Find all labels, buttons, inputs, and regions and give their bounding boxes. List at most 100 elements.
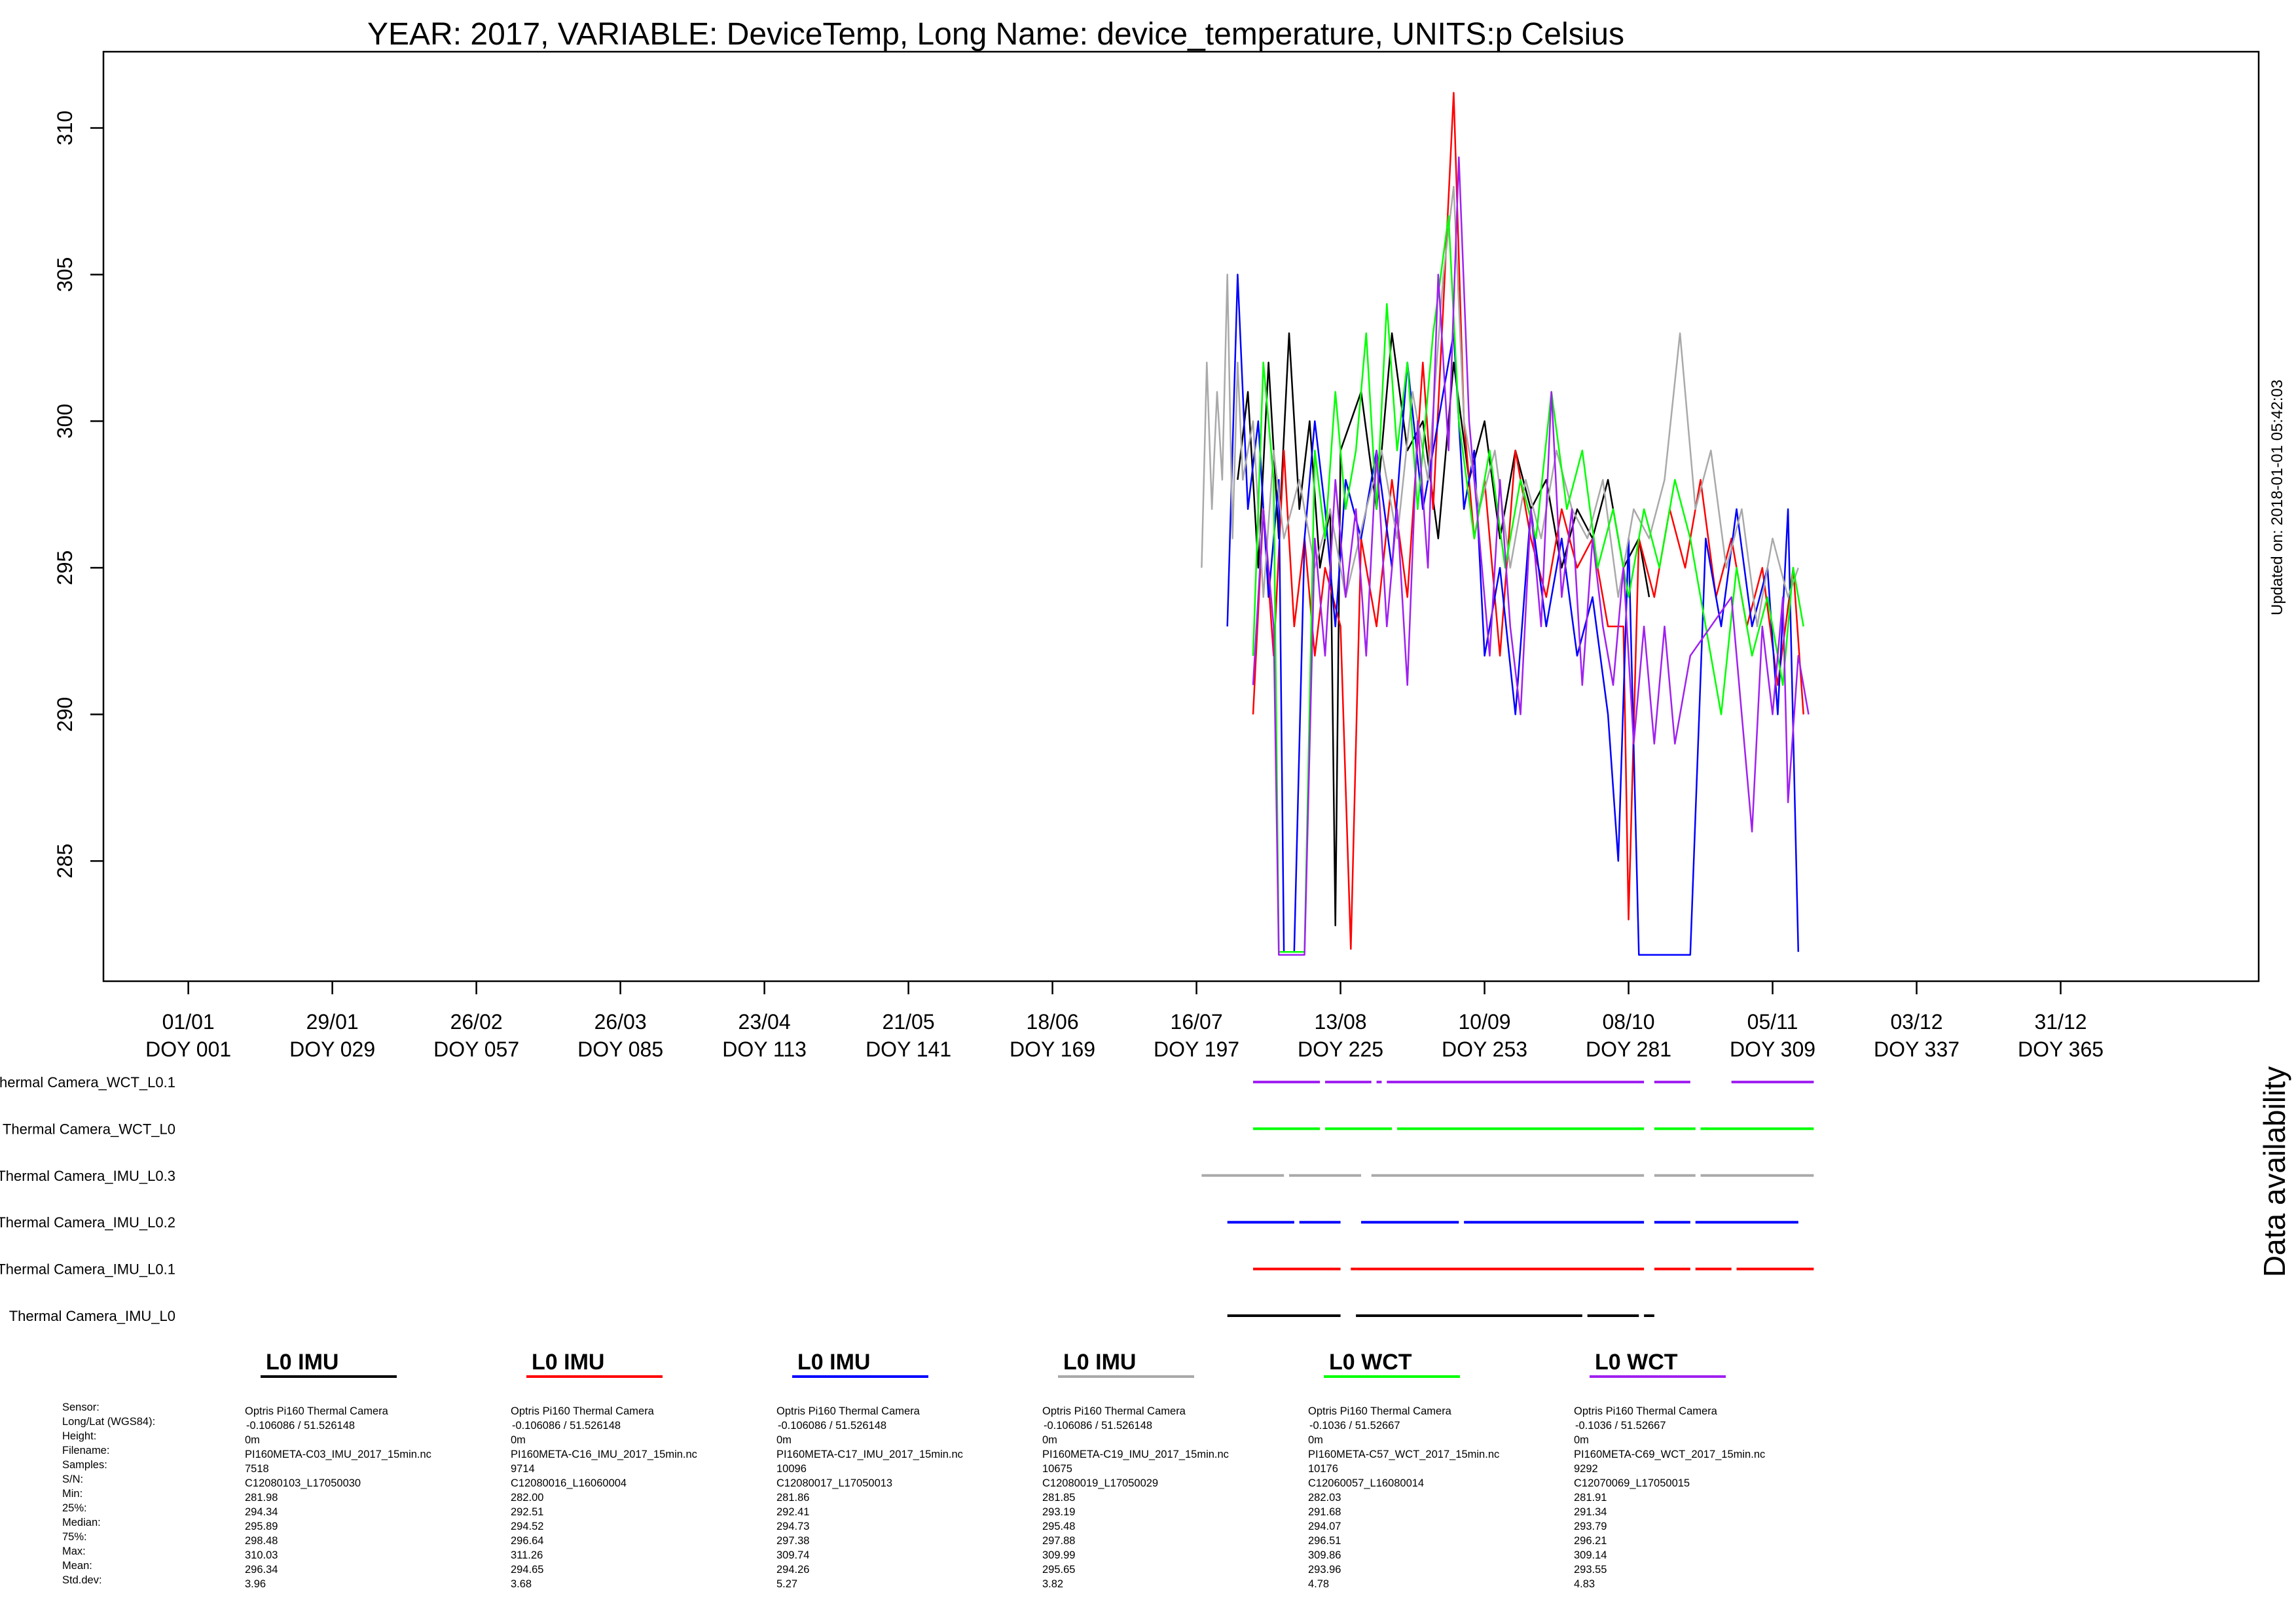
- stat-mean: 294.26: [776, 1564, 809, 1576]
- x-tick-doy: DOY 001: [145, 1038, 231, 1061]
- stat-sensor: Optris Pi160 Thermal Camera: [511, 1405, 655, 1417]
- stat-label-sn: S/N:: [62, 1473, 83, 1485]
- stat-max: 309.74: [776, 1549, 809, 1561]
- stat-height: 0m: [776, 1434, 792, 1446]
- chart-title: YEAR: 2017, VARIABLE: DeviceTemp, Long N…: [367, 17, 1624, 52]
- x-tick-date: 05/11: [1747, 1010, 1798, 1034]
- stat-label-long_lat: Long/Lat (WGS84):: [62, 1416, 155, 1428]
- stat-median: 293.79: [1574, 1521, 1607, 1532]
- stat-filename: PI160META-C57_WCT_2017_15min.nc: [1308, 1449, 1499, 1460]
- stat-height: 0m: [1308, 1434, 1323, 1446]
- series-line-1: [1252, 92, 1804, 950]
- stat-long_lat: -0.106086 / 51.526148: [1044, 1420, 1152, 1432]
- stat-mean: 295.65: [1042, 1564, 1075, 1576]
- stat-label-q25: 25%:: [62, 1502, 87, 1514]
- stat-sensor: Optris Pi160 Thermal Camera: [1308, 1405, 1452, 1417]
- x-tick-date: 18/06: [1027, 1010, 1079, 1034]
- stat-label-stddev: Std.dev:: [62, 1574, 102, 1586]
- stat-max: 309.99: [1042, 1549, 1075, 1561]
- stat-max: 310.03: [245, 1549, 278, 1561]
- legend-label-3: L0 IMU: [1063, 1350, 1136, 1375]
- stat-median: 294.52: [511, 1521, 543, 1532]
- x-tick-doy: DOY 029: [289, 1038, 375, 1061]
- stat-q75: 296.51: [1308, 1535, 1341, 1547]
- stat-mean: 296.34: [245, 1564, 278, 1576]
- stat-samples: 10675: [1042, 1463, 1072, 1475]
- x-tick-doy: DOY 197: [1154, 1038, 1239, 1061]
- stat-label-mean: Mean:: [62, 1560, 92, 1572]
- x-tick-date: 21/05: [883, 1010, 935, 1034]
- x-tick-doy: DOY 169: [1010, 1038, 1095, 1061]
- stat-long_lat: -0.106086 / 51.526148: [778, 1420, 886, 1432]
- stat-stddev: 3.96: [245, 1578, 266, 1590]
- stat-sn: C12080016_L16060004: [511, 1477, 627, 1489]
- legend-label-2: L0 IMU: [797, 1350, 870, 1375]
- stat-label-sensor: Sensor:: [62, 1401, 100, 1413]
- stat-label-min: Min:: [62, 1488, 82, 1500]
- stat-stddev: 3.82: [1042, 1578, 1063, 1590]
- stat-sn: C12080019_L17050029: [1042, 1477, 1158, 1489]
- stat-samples: 10096: [776, 1463, 807, 1475]
- x-tick-doy: DOY 281: [1586, 1038, 1671, 1061]
- series-line-4: [1252, 215, 1804, 953]
- stat-mean: 294.65: [511, 1564, 543, 1576]
- y-tick-label: 310: [53, 111, 77, 145]
- stat-sensor: Optris Pi160 Thermal Camera: [245, 1405, 389, 1417]
- stat-label-filename: Filename:: [62, 1445, 109, 1456]
- y-tick-label: 290: [53, 697, 77, 732]
- stat-sn: C12070069_L17050015: [1574, 1477, 1690, 1489]
- axis-layer: 285 290 295 300 305 310 01/01 DOY 001 29/01 DOY 0…: [53, 111, 2104, 1061]
- stat-max: 311.26: [511, 1549, 543, 1561]
- stat-filename: PI160META-C19_IMU_2017_15min.nc: [1042, 1449, 1229, 1460]
- x-tick-date: 16/07: [1171, 1010, 1223, 1034]
- stat-long_lat: -0.1036 / 51.52667: [1575, 1420, 1666, 1432]
- stat-samples: 10176: [1308, 1463, 1338, 1475]
- stat-median: 294.73: [776, 1521, 809, 1532]
- stat-min: 281.91: [1574, 1492, 1607, 1504]
- plot-frame: [102, 50, 2260, 983]
- x-tick-date: 08/10: [1603, 1010, 1655, 1034]
- x-tick-date: 10/09: [1459, 1010, 1511, 1034]
- y-tick-label: 305: [53, 257, 77, 292]
- stat-min: 282.03: [1308, 1492, 1341, 1504]
- x-tick-date: 26/02: [450, 1010, 503, 1034]
- stat-min: 282.00: [511, 1492, 543, 1504]
- stat-q25: 291.68: [1308, 1506, 1341, 1518]
- availability-row-label: Thermal Camera_IMU_L0.3: [0, 1168, 175, 1184]
- series-line-3: [1201, 185, 1799, 628]
- stat-long_lat: -0.106086 / 51.526148: [512, 1420, 621, 1432]
- stat-min: 281.98: [245, 1492, 278, 1504]
- stat-samples: 9292: [1574, 1463, 1598, 1475]
- x-tick-date: 29/01: [306, 1010, 359, 1034]
- stat-stddev: 4.83: [1574, 1578, 1595, 1590]
- stat-label-q75: 75%:: [62, 1531, 87, 1543]
- stat-q25: 292.41: [776, 1506, 809, 1518]
- legend-label-5: L0 WCT: [1595, 1350, 1678, 1375]
- stat-filename: PI160META-C16_IMU_2017_15min.nc: [511, 1449, 697, 1460]
- stat-median: 295.89: [245, 1521, 278, 1532]
- stat-long_lat: -0.1036 / 51.52667: [1309, 1420, 1400, 1432]
- series-line-5: [1252, 156, 1810, 956]
- x-tick-doy: DOY 113: [722, 1038, 807, 1061]
- stat-min: 281.85: [1042, 1492, 1075, 1504]
- stat-filename: PI160META-C17_IMU_2017_15min.nc: [776, 1449, 963, 1460]
- x-tick-doy: DOY 225: [1298, 1038, 1383, 1061]
- stats-table: Optris Pi160 Thermal Camera -0.106086 / 5…: [62, 1401, 1765, 1590]
- stat-q25: 294.34: [245, 1506, 278, 1518]
- x-tick-date: 01/01: [162, 1010, 215, 1034]
- stat-label-max: Max:: [62, 1545, 86, 1557]
- stat-sn: C12060057_L16080014: [1308, 1477, 1424, 1489]
- x-tick-date: 23/04: [738, 1010, 791, 1034]
- stat-q75: 297.38: [776, 1535, 809, 1547]
- stat-filename: PI160META-C03_IMU_2017_15min.nc: [245, 1449, 431, 1460]
- data-availability-label: Data availability: [2257, 1066, 2291, 1277]
- availability-row-label: Thermal Camera_WCT_L0: [3, 1121, 175, 1137]
- x-tick-doy: DOY 309: [1730, 1038, 1815, 1061]
- stat-sensor: Optris Pi160 Thermal Camera: [1574, 1405, 1718, 1417]
- x-tick-date: 26/03: [594, 1010, 647, 1034]
- stat-filename: PI160META-C69_WCT_2017_15min.nc: [1574, 1449, 1765, 1460]
- x-tick-date: 13/08: [1315, 1010, 1367, 1034]
- stat-height: 0m: [1574, 1434, 1589, 1446]
- x-tick-doy: DOY 365: [2018, 1038, 2104, 1061]
